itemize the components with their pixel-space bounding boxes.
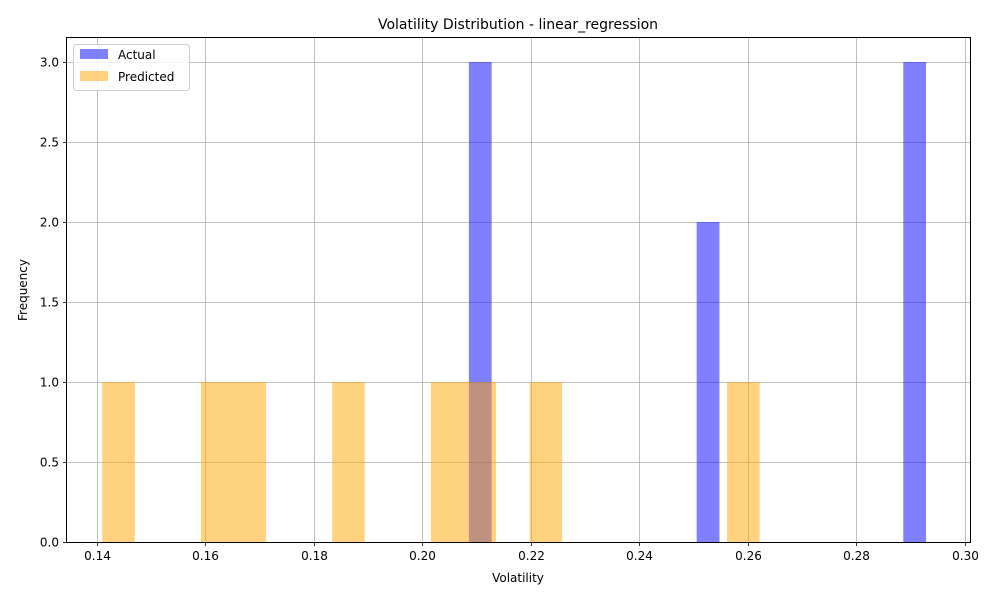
bar-predicted-6 bbox=[529, 382, 563, 542]
bar-predicted-1 bbox=[200, 382, 234, 542]
legend-swatch-predicted bbox=[80, 71, 108, 81]
x-tick-label: 0.14 bbox=[84, 549, 111, 563]
x-tick-label: 0.22 bbox=[518, 549, 545, 563]
x-tick-label: 0.24 bbox=[626, 549, 653, 563]
bar-predicted-3 bbox=[332, 382, 365, 542]
series-predicted bbox=[102, 382, 760, 542]
bar-predicted-0 bbox=[102, 382, 135, 542]
bar-actual-2 bbox=[903, 62, 927, 542]
y-tick-label: 0.0 bbox=[40, 536, 59, 550]
x-tick-label: 0.26 bbox=[735, 549, 762, 563]
x-axis-label: Volatility bbox=[492, 571, 544, 585]
y-tick-label: 1.0 bbox=[40, 376, 59, 390]
bar-predicted-2 bbox=[233, 382, 267, 542]
y-tick-label: 2.5 bbox=[40, 136, 59, 150]
bar-predicted-5 bbox=[463, 382, 496, 542]
legend: Actual Predicted bbox=[73, 44, 190, 91]
x-axis-ticks: 0.14 0.16 0.18 0.20 0.22 0.24 0.26 0.28 0.30 bbox=[84, 542, 979, 563]
chart-title: Volatility Distribution - linear_regress… bbox=[378, 17, 658, 33]
x-tick-label: 0.28 bbox=[843, 549, 870, 563]
x-tick-label: 0.20 bbox=[409, 549, 436, 563]
legend-label-actual: Actual bbox=[118, 48, 156, 62]
y-tick-label: 1.5 bbox=[40, 296, 59, 310]
legend-swatch-actual bbox=[80, 49, 108, 59]
y-tick-label: 3.0 bbox=[40, 56, 59, 70]
bar-actual-1 bbox=[696, 222, 720, 542]
legend-label-predicted: Predicted bbox=[118, 70, 174, 84]
bar-predicted-4 bbox=[430, 382, 464, 542]
y-axis-ticks: 0.0 0.5 1.0 1.5 2.0 2.5 3.0 bbox=[40, 56, 67, 550]
plot-frame bbox=[66, 37, 971, 543]
x-tick-label: 0.16 bbox=[192, 549, 219, 563]
x-tick-label: 0.30 bbox=[952, 549, 979, 563]
y-axis-label: Frequency bbox=[16, 259, 30, 321]
y-tick-label: 0.5 bbox=[40, 456, 59, 470]
x-tick-label: 0.18 bbox=[301, 549, 328, 563]
y-tick-label: 2.0 bbox=[40, 216, 59, 230]
bar-predicted-7 bbox=[727, 382, 760, 542]
